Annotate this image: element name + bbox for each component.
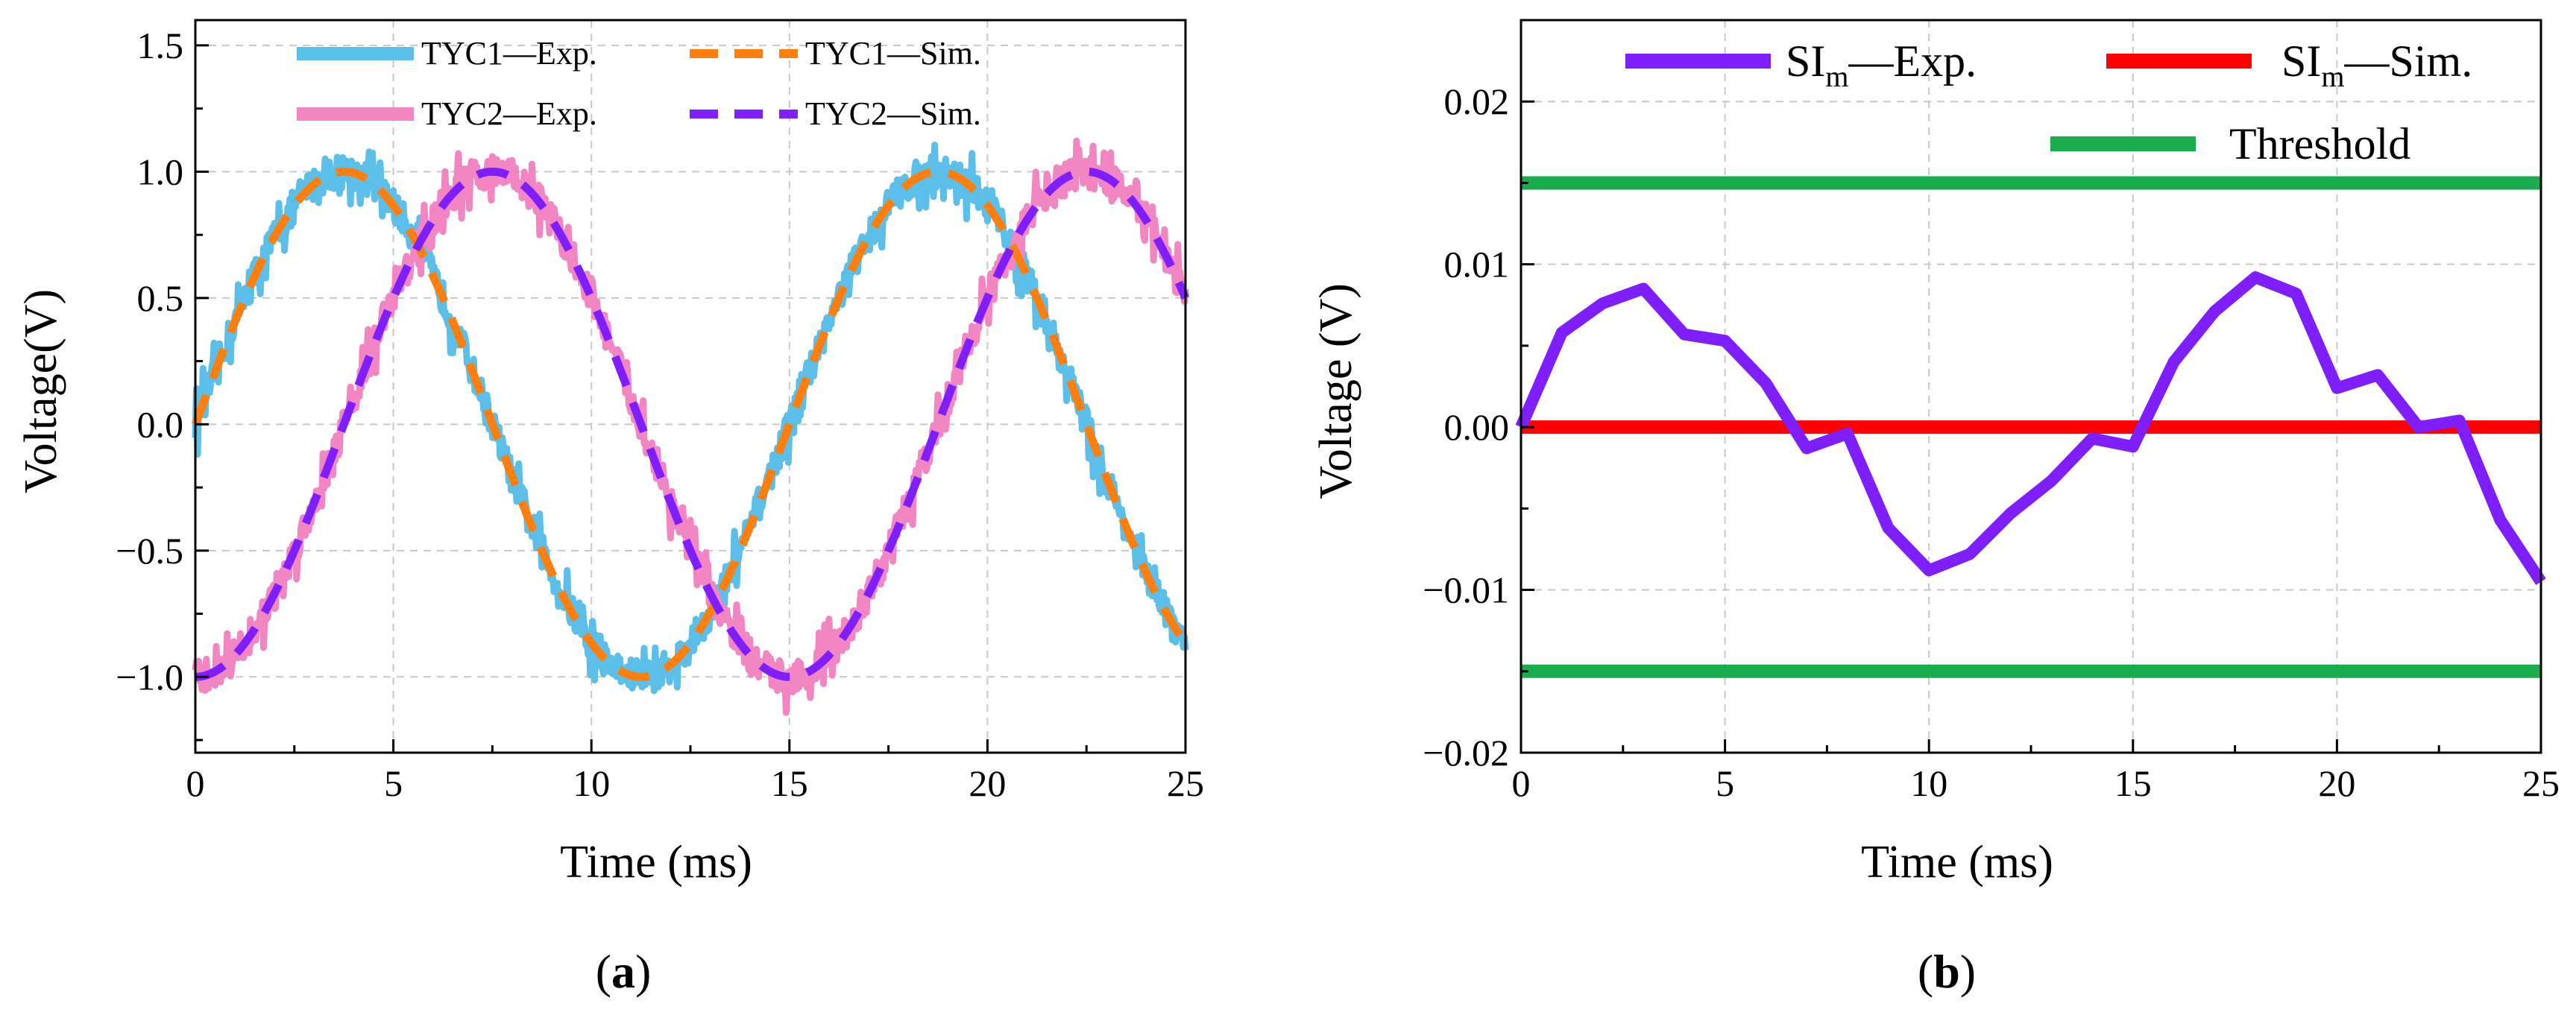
chart-a-y-tick-label-4: 1.0 (137, 151, 184, 192)
legend-label-sim-sim: SIm—Sim. (2281, 37, 2472, 93)
legend-label-sim-sim-subscript: m (2321, 60, 2344, 93)
chart-a: 0 5 10 15 20 25 −1.0 −0.5 0.0 0.5 1.0 1.5 Time (ms)… (16, 19, 1204, 998)
chart-b-caption-letter: b (1933, 945, 1960, 998)
chart-a-x-tick-label-15: 15 (771, 762, 808, 804)
chart-b-series (1515, 176, 2546, 678)
series-tyc2-sim (195, 167, 1190, 681)
chart-a-y-tick-label-1: −0.5 (116, 530, 183, 572)
chart-a-y-axis-label: Voltage(V) (16, 289, 66, 493)
chart-a-x-tick-label-20: 20 (969, 762, 1006, 804)
legend-label-sim-sim-base: SI (2281, 37, 2321, 86)
chart-a-series (191, 137, 1190, 716)
chart-b-x-tick-label-15: 15 (2114, 762, 2152, 804)
chart-b-x-tick-label-10: 10 (1910, 762, 1947, 804)
chart-a-ticks: 0 5 10 15 20 25 −1.0 −0.5 0.0 0.5 1.0 1.5 (116, 25, 1204, 804)
chart-b-legend: SIm—Exp. SIm—Sim. Threshold (1625, 37, 2472, 168)
chart-b-y-tick-label-0: −0.02 (1423, 732, 1509, 774)
chart-a-x-tick-label-10: 10 (573, 762, 610, 804)
legend-label-sim-sim-suffix: —Sim. (2343, 37, 2472, 86)
legend-label-tyc1-exp: TYC1—Exp. (421, 35, 597, 72)
chart-a-y-tick-label-2: 0.0 (137, 403, 184, 445)
chart-b-caption: (b) (1918, 945, 1976, 998)
chart-b-x-axis-label: Time (ms) (1861, 837, 2053, 888)
chart-a-y-tick-label-3: 0.5 (137, 277, 184, 319)
chart-b-y-tick-label-4: 0.02 (1444, 80, 1510, 122)
chart-a-caption: (a) (596, 945, 652, 998)
chart-a-legend: TYC1—Exp. TYC1—Sim. TYC2—Exp. TYC2—Sim. (297, 35, 981, 132)
legend-label-sim-exp-base: SI (1786, 37, 1825, 86)
chart-b-y-tick-label-1: −0.01 (1423, 569, 1509, 611)
chart-a-x-tick-label-0: 0 (186, 762, 205, 804)
chart-b-x-tick-label-25: 25 (2522, 762, 2560, 804)
legend-label-threshold: Threshold (2229, 119, 2410, 168)
legend-label-sim-exp: SIm—Exp. (1786, 37, 1977, 93)
chart-a-caption-letter: a (611, 945, 635, 998)
chart-b-x-tick-label-0: 0 (1512, 762, 1531, 804)
legend-label-tyc2-sim: TYC2—Sim. (805, 95, 981, 132)
chart-b-y-tick-label-3: 0.01 (1444, 244, 1510, 285)
chart-a-x-tick-label-25: 25 (1167, 762, 1204, 804)
chart-b-y-tick-label-2: 0.00 (1444, 406, 1510, 448)
chart-a-y-tick-label-0: −1.0 (116, 656, 183, 698)
legend-label-sim-exp-subscript: m (1825, 60, 1848, 93)
chart-b-x-tick-label-5: 5 (1716, 762, 1734, 804)
chart-b: 0 5 10 15 20 25 −0.02 −0.01 0.00 0.01 0.02 Time (m… (1311, 19, 2560, 998)
chart-b-y-axis-label: Voltage (V) (1311, 283, 1361, 499)
chart-b-ticks: 0 5 10 15 20 25 −0.02 −0.01 0.00 0.01 0.02 (1423, 19, 2560, 804)
legend-label-tyc2-exp: TYC2—Exp. (421, 95, 597, 132)
chart-a-y-tick-label-5: 1.5 (137, 25, 184, 66)
chart-b-x-tick-label-20: 20 (2318, 762, 2355, 804)
chart-a-x-axis-label: Time (ms) (560, 837, 752, 888)
chart-a-x-tick-label-5: 5 (384, 762, 403, 804)
legend-label-tyc1-sim: TYC1—Sim. (805, 35, 981, 72)
series-sim-exp (1515, 271, 2546, 586)
series-tyc1-sim (191, 167, 1189, 681)
legend-label-sim-exp-suffix: —Exp. (1848, 37, 1977, 86)
